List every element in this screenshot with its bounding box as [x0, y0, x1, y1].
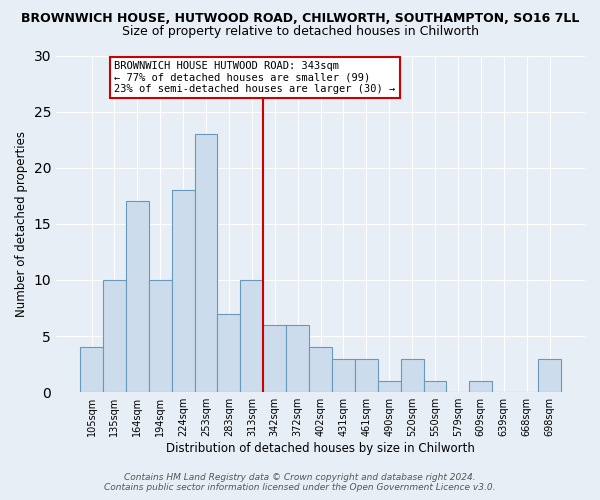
Bar: [355, 358, 378, 392]
X-axis label: Distribution of detached houses by size in Chilworth: Distribution of detached houses by size …: [166, 442, 475, 455]
Bar: [469, 381, 492, 392]
Bar: [286, 325, 309, 392]
Bar: [241, 280, 263, 392]
Bar: [80, 348, 103, 392]
Bar: [103, 280, 126, 392]
Bar: [126, 202, 149, 392]
Bar: [401, 358, 424, 392]
Bar: [309, 348, 332, 392]
Bar: [332, 358, 355, 392]
Text: Size of property relative to detached houses in Chilworth: Size of property relative to detached ho…: [121, 25, 479, 38]
Bar: [378, 381, 401, 392]
Bar: [217, 314, 241, 392]
Y-axis label: Number of detached properties: Number of detached properties: [15, 131, 28, 317]
Bar: [263, 325, 286, 392]
Bar: [424, 381, 446, 392]
Text: BROWNWICH HOUSE, HUTWOOD ROAD, CHILWORTH, SOUTHAMPTON, SO16 7LL: BROWNWICH HOUSE, HUTWOOD ROAD, CHILWORTH…: [21, 12, 579, 26]
Text: Contains HM Land Registry data © Crown copyright and database right 2024.
Contai: Contains HM Land Registry data © Crown c…: [104, 473, 496, 492]
Bar: [172, 190, 194, 392]
Text: BROWNWICH HOUSE HUTWOOD ROAD: 343sqm
← 77% of detached houses are smaller (99)
2: BROWNWICH HOUSE HUTWOOD ROAD: 343sqm ← 7…: [115, 61, 395, 94]
Bar: [149, 280, 172, 392]
Bar: [538, 358, 561, 392]
Bar: [194, 134, 217, 392]
